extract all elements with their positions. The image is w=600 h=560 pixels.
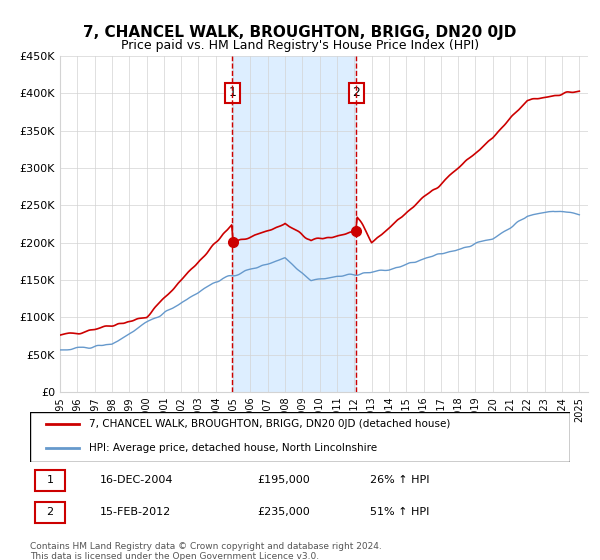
Text: 1: 1 bbox=[229, 86, 236, 100]
Text: Contains HM Land Registry data © Crown copyright and database right 2024.
This d: Contains HM Land Registry data © Crown c… bbox=[30, 542, 382, 560]
Text: HPI: Average price, detached house, North Lincolnshire: HPI: Average price, detached house, Nort… bbox=[89, 443, 377, 453]
Text: Price paid vs. HM Land Registry's House Price Index (HPI): Price paid vs. HM Land Registry's House … bbox=[121, 39, 479, 52]
Text: £195,000: £195,000 bbox=[257, 475, 310, 486]
Text: 15-FEB-2012: 15-FEB-2012 bbox=[100, 507, 172, 517]
Text: 7, CHANCEL WALK, BROUGHTON, BRIGG, DN20 0JD: 7, CHANCEL WALK, BROUGHTON, BRIGG, DN20 … bbox=[83, 25, 517, 40]
Text: 51% ↑ HPI: 51% ↑ HPI bbox=[370, 507, 430, 517]
FancyBboxPatch shape bbox=[35, 502, 65, 523]
Text: 26% ↑ HPI: 26% ↑ HPI bbox=[370, 475, 430, 486]
FancyBboxPatch shape bbox=[30, 412, 570, 462]
Text: 2: 2 bbox=[46, 507, 53, 517]
Text: 1: 1 bbox=[46, 475, 53, 486]
Text: 2: 2 bbox=[352, 86, 361, 100]
FancyBboxPatch shape bbox=[35, 470, 65, 491]
Text: 7, CHANCEL WALK, BROUGHTON, BRIGG, DN20 0JD (detached house): 7, CHANCEL WALK, BROUGHTON, BRIGG, DN20 … bbox=[89, 419, 451, 429]
Text: £235,000: £235,000 bbox=[257, 507, 310, 517]
Text: 16-DEC-2004: 16-DEC-2004 bbox=[100, 475, 174, 486]
Bar bbox=[232, 56, 356, 392]
